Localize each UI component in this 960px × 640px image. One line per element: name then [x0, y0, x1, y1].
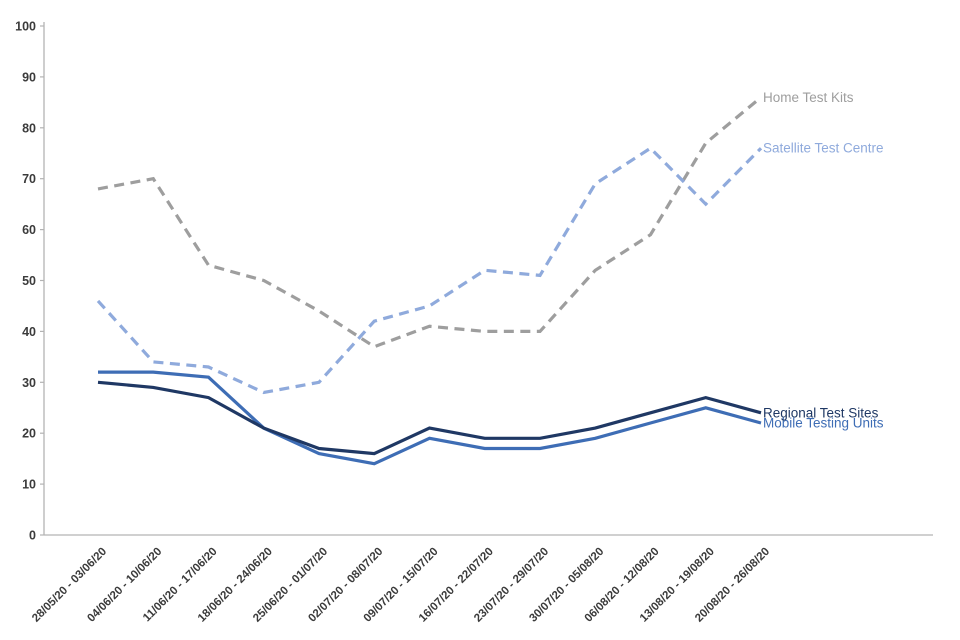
series-label-regional-test-sites: Regional Test Sites — [763, 405, 879, 420]
y-tick-label: 90 — [22, 70, 36, 84]
y-tick-label: 100 — [15, 20, 36, 34]
y-tick-label: 60 — [22, 223, 36, 237]
y-tick-label: 10 — [22, 478, 36, 492]
y-tick-label: 50 — [22, 274, 36, 288]
series-line-regional-test-sites — [97, 380, 762, 456]
series-line-mobile-testing-units — [98, 370, 762, 466]
series-label-home-test-kits: Home Test Kits — [763, 90, 854, 105]
series-line-home-test-kits — [97, 96, 763, 349]
series-label-satellite-test-centre: Satellite Test Centre — [763, 141, 884, 156]
y-tick-label: 30 — [22, 376, 36, 390]
series-label-mobile-testing-units: Mobile Testing Units — [763, 416, 884, 431]
y-tick-label: 80 — [22, 121, 36, 135]
y-tick-label: 70 — [22, 172, 36, 186]
series-line-satellite-test-centre — [96, 146, 763, 395]
y-tick-label: 40 — [22, 325, 36, 339]
y-tick-label: 20 — [22, 427, 36, 441]
y-tick-label: 0 — [29, 529, 36, 543]
